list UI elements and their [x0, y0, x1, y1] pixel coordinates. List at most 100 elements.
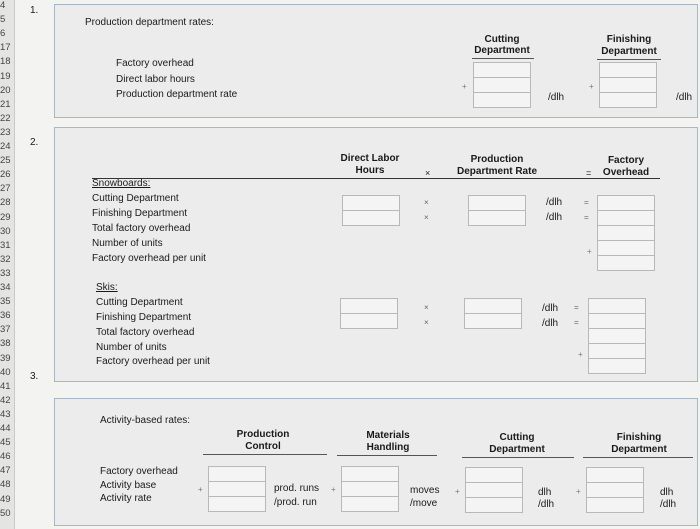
mh-activity-base-input[interactable]: [341, 481, 399, 497]
mh-header-1: Materials: [366, 430, 410, 441]
row-number: 5: [0, 14, 6, 26]
row-header-column: [0, 0, 15, 529]
row-number: 23: [0, 126, 11, 138]
sb-cutting-fo-input[interactable]: [597, 195, 655, 211]
row-number: 41: [0, 380, 11, 392]
cd-activity-base-input[interactable]: [465, 482, 523, 498]
fo-header-2: Overhead: [602, 167, 650, 178]
dlh-header-1: Direct Labor: [340, 153, 400, 164]
mh-factory-overhead-input[interactable]: [341, 466, 399, 482]
row-number: 24: [0, 141, 11, 152]
times-sign: ×: [424, 303, 429, 312]
skis-units-label: Number of units: [96, 342, 167, 353]
plus-indicator: +: [576, 487, 581, 496]
sb-cutting-dlh-input[interactable]: [342, 195, 400, 211]
cd-factory-overhead-input[interactable]: [465, 467, 523, 483]
skis-cutting-dlh-input[interactable]: [340, 298, 398, 314]
sb-units-input[interactable]: [597, 240, 655, 256]
times-sign: ×: [425, 168, 431, 178]
row-number: 36: [0, 310, 11, 322]
finishing-rate-input[interactable]: [599, 92, 657, 108]
pc-header-rule: [203, 454, 327, 455]
rate-header-2: Department Rate: [456, 166, 538, 177]
sb-cutting-rate-input[interactable]: [468, 195, 526, 211]
mh-activity-rate-input[interactable]: [341, 496, 399, 512]
skis-units-input[interactable]: [588, 343, 646, 359]
plus-indicator: +: [578, 350, 583, 359]
fd-activity-base-input[interactable]: [586, 482, 644, 498]
pc-rate-unit: /prod. run: [274, 497, 317, 508]
row-number: 44: [0, 423, 11, 434]
pc-activity-rate-input[interactable]: [208, 496, 266, 512]
skis-finishing-rate-unit: /dlh: [542, 318, 559, 329]
pc-activity-base-input[interactable]: [208, 481, 266, 497]
finishing-direct-labor-hours-input[interactable]: [599, 77, 657, 93]
row-number: 34: [0, 282, 11, 293]
row-number: 45: [0, 437, 11, 449]
sb-fo-per-unit-input[interactable]: [597, 255, 655, 271]
finishing-factory-overhead-input[interactable]: [599, 62, 657, 78]
factory-overhead-label: Factory overhead: [116, 58, 194, 69]
skis-finishing-fo-input[interactable]: [588, 313, 646, 329]
row-number: 20: [0, 84, 11, 96]
skis-total-fo-input[interactable]: [588, 328, 646, 344]
sb-finishing-rate-unit: /dlh: [546, 212, 563, 223]
row-number: 50: [0, 507, 11, 519]
mh-rate-unit: /move: [410, 498, 438, 509]
row-number: 4: [0, 0, 6, 11]
row-number: 30: [0, 225, 11, 237]
section-3-title: Activity-based rates:: [100, 415, 191, 426]
cutting-dept-header-1: Cutting: [484, 34, 520, 45]
skis-fo-per-unit-input[interactable]: [588, 358, 646, 374]
row-number: 42: [0, 394, 11, 406]
sb-finishing-dlh-input[interactable]: [342, 210, 400, 226]
sb-finishing-fo-input[interactable]: [597, 210, 655, 226]
row-number: 40: [0, 366, 11, 378]
pc-header-1: Production: [236, 429, 290, 440]
finishing-dept-header-1: Finishing: [606, 34, 652, 45]
skis-finishing-rate-input[interactable]: [464, 313, 522, 329]
plus-indicator: +: [589, 82, 594, 91]
skis-finishing-dlh-input[interactable]: [340, 313, 398, 329]
sb-cutting-rate-unit: /dlh: [546, 197, 563, 208]
sb-finishing-label: Finishing Department: [92, 208, 188, 219]
fd-factory-overhead-input[interactable]: [586, 467, 644, 483]
finishing-rate-unit: /dlh: [676, 92, 693, 103]
row-number: 46: [0, 451, 11, 463]
skis-cutting-fo-input[interactable]: [588, 298, 646, 314]
row-number: 38: [0, 338, 11, 350]
cd-header-2: Department: [489, 444, 545, 455]
fd-header-1: Finishing: [616, 432, 662, 443]
fd-header-rule: [583, 457, 693, 458]
row-number: 17: [0, 42, 11, 54]
row-number: 37: [0, 324, 11, 336]
question-number-1: 1.: [30, 5, 39, 16]
row-number: 29: [0, 211, 11, 223]
sb-cutting-label: Cutting Department: [92, 193, 179, 204]
row-number: 25: [0, 155, 11, 167]
mh-base-unit: moves: [410, 485, 440, 496]
cd-activity-rate-input[interactable]: [465, 497, 523, 513]
row-number: 35: [0, 296, 11, 308]
plus-indicator: +: [455, 487, 460, 496]
question-number-2: 2.: [30, 137, 39, 148]
skis-cutting-rate-input[interactable]: [464, 298, 522, 314]
cd-base-unit: dlh: [538, 487, 552, 498]
equals-sign: =: [574, 303, 579, 312]
fd-activity-rate-input[interactable]: [586, 497, 644, 513]
section-2-header-rule: [92, 178, 660, 179]
skis-fo-per-unit-label: Factory overhead per unit: [96, 356, 210, 367]
sb-total-fo-input[interactable]: [597, 225, 655, 241]
sb-finishing-rate-input[interactable]: [468, 210, 526, 226]
plus-indicator: +: [331, 485, 336, 494]
pc-factory-overhead-input[interactable]: [208, 466, 266, 482]
cd-header-rule: [462, 457, 574, 458]
row-number: 33: [0, 267, 11, 279]
cutting-rate-input[interactable]: [473, 92, 531, 108]
cutting-direct-labor-hours-input[interactable]: [473, 77, 531, 93]
equals-sign: =: [584, 213, 589, 222]
cutting-factory-overhead-input[interactable]: [473, 62, 531, 78]
row-number: 26: [0, 169, 11, 181]
pc-header-2: Control: [245, 441, 281, 452]
row-number: 19: [0, 70, 11, 82]
